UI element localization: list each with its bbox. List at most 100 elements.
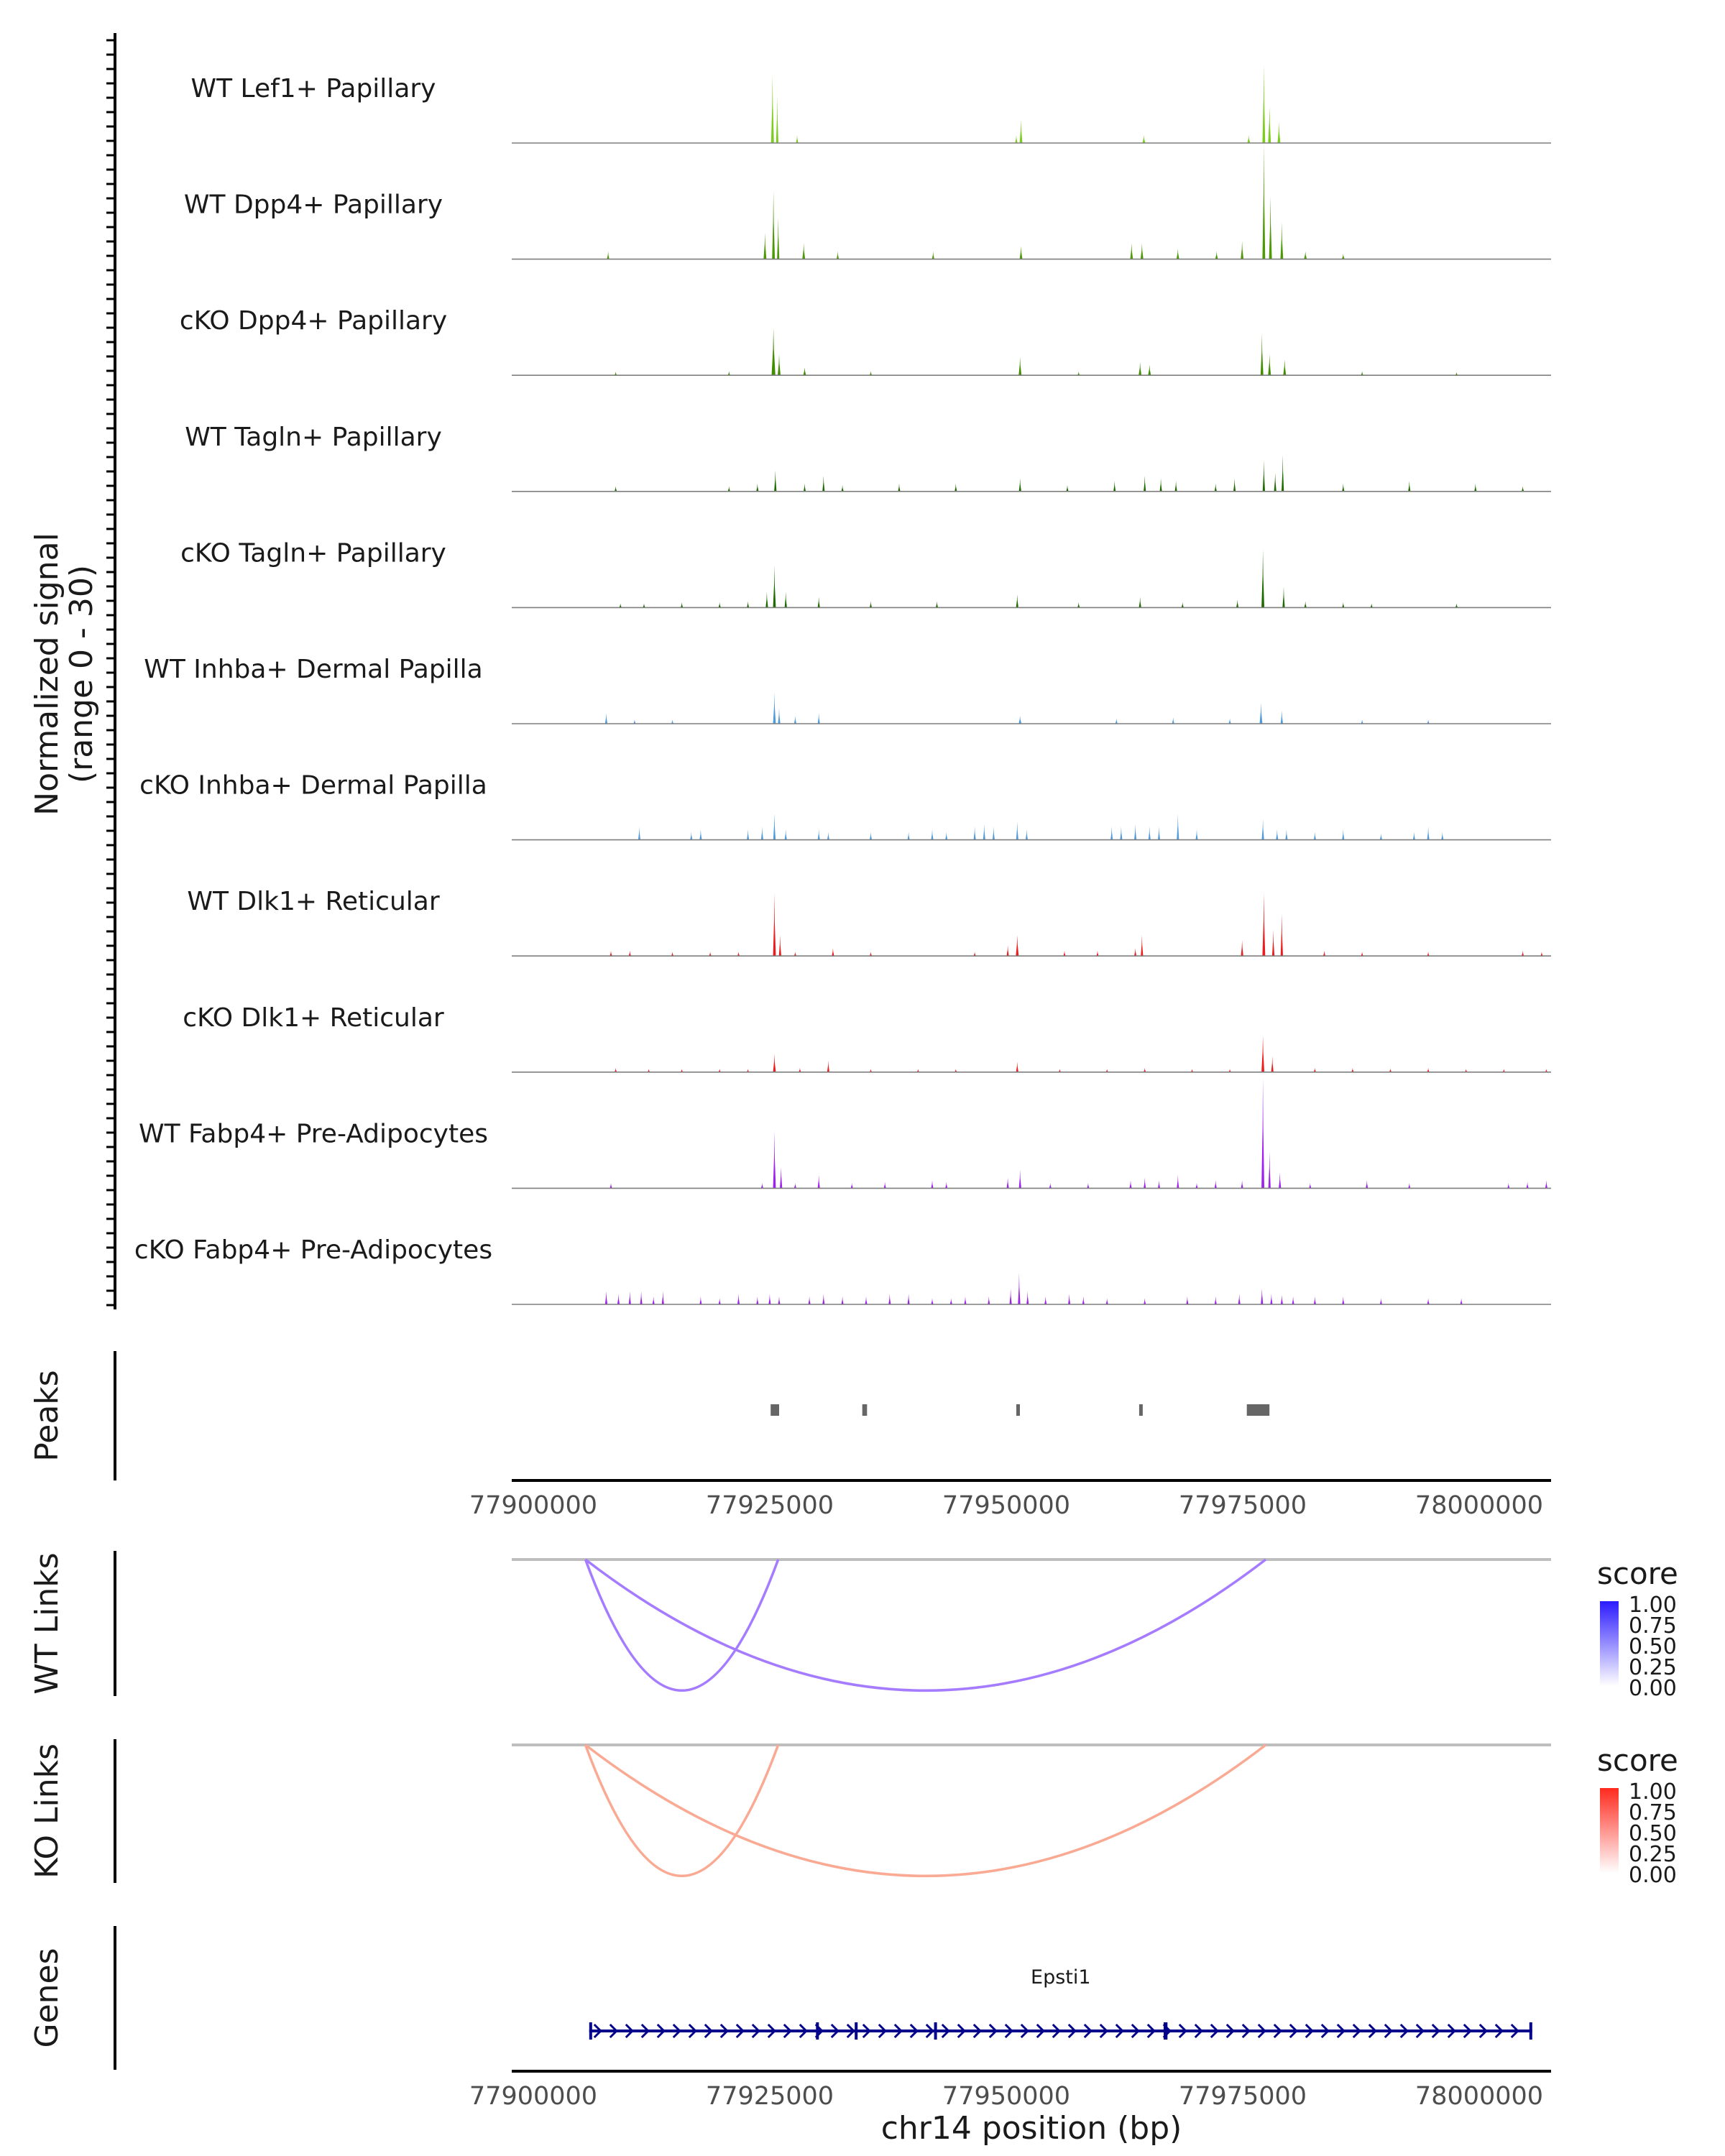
coverage-peak <box>776 96 778 143</box>
coverage-peak <box>964 1296 967 1304</box>
coverage-peak <box>1144 475 1146 492</box>
coverage-peak <box>1016 935 1019 957</box>
coverage-peak <box>1195 829 1198 840</box>
coverage-track: cKO Inhba+ Dermal Papilla <box>139 771 1551 841</box>
coverage-peak <box>1285 829 1288 840</box>
coverage-peak <box>1270 1294 1273 1304</box>
coverage-peak <box>836 251 840 259</box>
coverage-peak <box>1018 1169 1021 1189</box>
ko-legend-tick: 0.50 <box>1629 1821 1677 1846</box>
coverage-peak <box>1322 950 1326 957</box>
ko-links-label: KO Links <box>29 1743 65 1879</box>
coverage-peak <box>737 1294 740 1304</box>
coverage-peak <box>1351 1068 1354 1072</box>
coverage-peak <box>1241 940 1243 957</box>
coverage-peak <box>1427 1068 1430 1072</box>
track-label: WT Lef1+ Papillary <box>191 74 436 103</box>
coverage-peak <box>1261 1078 1264 1189</box>
link-arc <box>584 1559 780 1692</box>
coverage-peak <box>1110 826 1113 840</box>
coverage-track: WT Lef1+ Papillary <box>191 64 1551 144</box>
coverage-peak <box>784 829 787 840</box>
coverage-peak <box>1342 829 1345 840</box>
link-arc <box>584 1558 1267 1692</box>
coverage-peak <box>869 831 873 840</box>
coverage-peak <box>778 1296 781 1304</box>
strand-arrow <box>941 2023 950 2039</box>
x-tick-label-top: 77925000 <box>706 1491 834 1520</box>
exon <box>589 2022 592 2040</box>
exon <box>1164 2022 1168 2040</box>
wt-links-label: WT Links <box>29 1552 65 1694</box>
coverage-peak <box>794 716 796 724</box>
strand-arrow <box>925 2023 934 2039</box>
strand-arrow <box>625 2023 634 2039</box>
coverage-peak <box>615 372 617 376</box>
coverage-peak <box>1233 478 1236 492</box>
coverage-peak <box>638 826 641 840</box>
coverage-peak <box>1148 364 1151 376</box>
strand-arrow <box>1336 2023 1346 2039</box>
coverage-peak <box>799 1068 801 1072</box>
coverage-peak <box>610 1183 612 1189</box>
coverage-peak <box>1309 1183 1312 1189</box>
peak-region <box>1138 1404 1143 1416</box>
coverage-peak <box>1261 550 1264 608</box>
strand-arrow <box>1131 2023 1140 2039</box>
coverage-peak <box>737 952 740 957</box>
coverage-peak <box>841 485 844 492</box>
strand-arrow <box>751 2023 760 2039</box>
coverage-track: cKO Tagln+ Papillary <box>180 538 1551 609</box>
coverage-peak <box>1130 243 1133 259</box>
coverage-peak <box>841 1296 844 1304</box>
track-label: cKO Fabp4+ Pre-Adipocytes <box>134 1235 492 1265</box>
coverage-peak <box>916 1069 919 1072</box>
coverage-peak <box>1259 702 1263 724</box>
coverage-peak <box>817 829 820 840</box>
x-tick-label-bottom: 78000000 <box>1415 2082 1543 2111</box>
wt-legend-title: score <box>1597 1556 1678 1591</box>
coverage-peak <box>1313 1068 1316 1072</box>
wt-legend-tick: 0.00 <box>1629 1676 1677 1701</box>
coverage-ylabel: Normalized signal <box>29 533 65 816</box>
wt-legend-tick: 0.50 <box>1629 1634 1677 1659</box>
strand-arrow <box>1052 2023 1061 2039</box>
coverage-peak <box>765 591 768 608</box>
coverage-peak <box>796 135 799 143</box>
coverage-peak <box>1181 602 1184 608</box>
coverage-peak <box>808 1296 811 1304</box>
coverage-peak <box>945 831 948 840</box>
coverage-peak <box>1144 1177 1146 1189</box>
strand-arrow <box>1320 2023 1330 2039</box>
coverage-peak <box>954 1069 957 1072</box>
strand-arrow <box>1083 2023 1092 2039</box>
coverage-peak <box>773 1054 776 1072</box>
coverage-peak <box>1018 356 1022 376</box>
strand-arrow <box>972 2023 982 2039</box>
track-label: cKO Dlk1+ Reticular <box>183 1003 444 1033</box>
coverage-peak <box>1427 952 1430 957</box>
coverage-peak <box>973 952 976 957</box>
x-tick-label-bottom: 77900000 <box>469 2082 597 2111</box>
strand-arrow <box>1241 2023 1251 2039</box>
coverage-peak <box>1540 952 1543 957</box>
gene-models: Epsti1 <box>589 1966 1532 2040</box>
coverage-peak <box>1304 251 1307 259</box>
strand-arrow <box>1368 2023 1377 2039</box>
exon <box>1529 2022 1532 2040</box>
coverage-peak <box>615 1068 617 1072</box>
strand-arrow <box>1194 2023 1203 2039</box>
coverage-peak <box>1269 196 1272 259</box>
coverage-peak <box>954 483 957 492</box>
coverage-peak <box>1087 1183 1090 1189</box>
strand-arrow <box>672 2023 681 2039</box>
strand-arrow <box>1115 2023 1124 2039</box>
coverage-peak <box>1522 486 1524 492</box>
coverage-peak <box>1507 1183 1510 1189</box>
exon <box>934 2022 937 2040</box>
coverage-peak <box>747 1069 750 1072</box>
coverage-peak <box>817 1175 820 1189</box>
strand-arrow <box>1478 2023 1488 2039</box>
coverage-peak <box>628 1291 631 1304</box>
strand-arrow <box>593 2023 602 2039</box>
